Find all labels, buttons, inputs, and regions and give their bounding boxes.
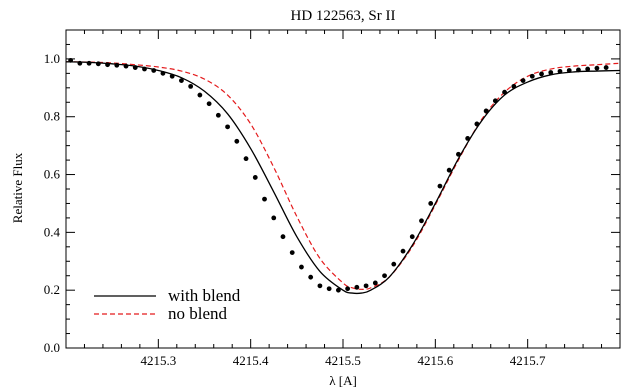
- observed-data-point: [289, 250, 295, 256]
- observed-data-point: [86, 60, 92, 66]
- observed-data-point: [225, 124, 230, 130]
- observed-data-point: [335, 287, 341, 293]
- observed-data-point: [317, 283, 323, 289]
- observed-data-point: [234, 138, 240, 144]
- observed-data-point: [483, 108, 489, 114]
- observed-data-point: [446, 167, 452, 173]
- observed-data-point: [114, 62, 120, 68]
- observed-data-point: [354, 284, 360, 290]
- plot-area: 4215.3 4215.4 4215.5 4215.6 4215.7 0.0 0.2 0.4 0…: [44, 29, 621, 368]
- observed-data-point: [539, 71, 544, 77]
- observed-data-point: [132, 65, 138, 70]
- observed-data-point: [123, 63, 129, 69]
- x-tick-label: 4215.7: [510, 353, 546, 368]
- x-axis-title: λ [A]: [329, 373, 357, 388]
- observed-data-point: [382, 273, 387, 279]
- series-line-no-blend: [65, 61, 621, 290]
- observed-data-point: [160, 70, 166, 76]
- observed-data-point: [345, 286, 351, 292]
- observed-data-point: [391, 261, 397, 267]
- observed-data-point: [77, 60, 83, 66]
- observed-data-point: [456, 151, 461, 157]
- observed-data-point: [271, 215, 277, 221]
- observed-data-point: [169, 73, 175, 79]
- y-tick-label: 0.4: [44, 224, 61, 239]
- y-tick-label: 1.0: [44, 51, 60, 66]
- observed-data-point: [151, 68, 157, 73]
- observed-data-point: [437, 183, 443, 189]
- observed-data-point: [585, 66, 591, 72]
- observed-data-point: [557, 68, 563, 74]
- y-axis-title: Relative Flux: [10, 152, 25, 223]
- observed-data-point: [520, 78, 526, 83]
- observed-data-point: [594, 65, 600, 71]
- y-tick-label: 0.8: [44, 109, 60, 124]
- x-tick-label: 4215.4: [233, 353, 269, 368]
- observed-data-point: [326, 286, 332, 292]
- observed-data-point: [576, 67, 581, 73]
- observed-data-point: [419, 218, 424, 224]
- observed-data-point: [474, 121, 480, 127]
- observed-data-point: [548, 70, 554, 75]
- observed-data-point: [68, 57, 74, 63]
- observed-data-point: [363, 283, 369, 289]
- y-tick-label: 0.0: [44, 340, 60, 355]
- observed-data-point: [95, 61, 101, 67]
- x-tick-label: 4215.6: [417, 353, 453, 368]
- observed-data-point: [529, 73, 535, 79]
- observed-data-point: [511, 83, 517, 89]
- x-tick-label: 4215.3: [140, 353, 176, 368]
- x-tick-label: 4215.5: [325, 353, 361, 368]
- legend-label-with-blend: with blend: [168, 286, 241, 305]
- observed-data-point: [308, 274, 314, 280]
- observed-data-point: [280, 234, 286, 240]
- observed-data-point: [492, 98, 498, 104]
- observed-data-point: [409, 234, 415, 240]
- observed-data-point: [262, 196, 267, 202]
- observed-data-point: [142, 66, 147, 72]
- plot-frame: [65, 29, 621, 349]
- y-tick-label: 0.2: [44, 282, 60, 297]
- series-line-with-blend: [65, 61, 621, 295]
- observed-data-point: [566, 68, 572, 73]
- observed-data-point: [465, 136, 471, 141]
- observed-data-point: [400, 248, 406, 254]
- observed-data-point: [243, 156, 249, 162]
- observed-data-point: [502, 89, 507, 95]
- observed-data-point: [197, 92, 203, 98]
- chart-title: HD 122563, Sr II: [291, 8, 396, 24]
- observed-data-point: [252, 175, 258, 180]
- observed-data-point: [215, 112, 221, 118]
- observed-data-point: [372, 280, 378, 286]
- observed-data-point: [188, 83, 194, 89]
- observed-data-point: [603, 65, 609, 70]
- observed-data-point: [179, 78, 184, 83]
- y-tick-label: 0.6: [44, 167, 61, 182]
- observed-data-point: [105, 62, 110, 68]
- observed-data-point: [206, 101, 212, 107]
- observed-data-point: [428, 201, 434, 206]
- observed-data-point: [299, 264, 304, 270]
- legend-label-no-blend: no blend: [168, 304, 228, 323]
